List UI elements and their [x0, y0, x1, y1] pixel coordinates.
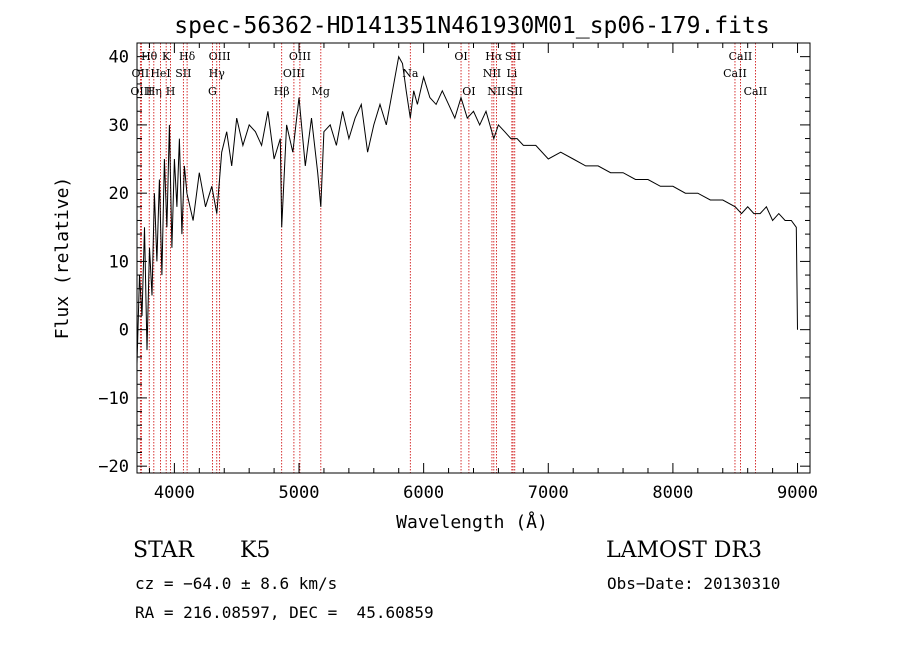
y-tick-label: 30	[109, 116, 129, 136]
x-tick-label: 7000	[528, 483, 569, 503]
line-marker-label: OIII	[130, 85, 152, 98]
y-tick-label: 0	[119, 321, 129, 341]
x-tick-label: 4000	[154, 483, 195, 503]
line-marker-label: OI	[454, 50, 467, 63]
line-marker-label: Li	[506, 67, 517, 80]
line-marker-label: CaII	[744, 85, 768, 98]
line-marker-label: OIII	[283, 67, 305, 80]
line-marker-label: Hα	[485, 50, 503, 63]
line-marker-label: HeI	[150, 67, 170, 80]
y-tick-label: 20	[109, 184, 129, 204]
line-marker-label: SII	[505, 50, 521, 63]
x-axis-label: Wavelength (Å)	[396, 511, 548, 533]
x-tick-label: 9000	[777, 483, 818, 503]
line-marker-label: H	[166, 85, 176, 98]
x-tick-label: 8000	[652, 483, 693, 503]
x-tick-label: 5000	[279, 483, 320, 503]
line-marker-label: OIII	[289, 50, 311, 63]
line-marker-label: NII	[487, 85, 505, 98]
y-tick-label: −10	[98, 389, 129, 409]
object-class: STAR	[133, 538, 194, 563]
line-marker-label: Hγ	[209, 67, 226, 80]
y-axis-label: Flux (relative)	[52, 177, 73, 340]
x-tick-label: 6000	[403, 483, 444, 503]
line-marker-label: Hδ	[179, 50, 196, 63]
y-tick-label: 10	[109, 252, 129, 272]
x-axis-ticks: 4000 5000 6000 7000 8000 9000	[148, 43, 818, 503]
line-marker-label: K	[162, 50, 171, 63]
line-marker-label: Mg	[312, 85, 330, 98]
y-tick-label: −20	[98, 457, 129, 477]
redshift-velocity: cz = −64.0 ± 8.6 km/s	[135, 574, 338, 593]
line-marker-label: SII	[507, 85, 523, 98]
line-marker-label: OIII	[209, 50, 231, 63]
line-marker-label: SII	[175, 67, 191, 80]
line-marker-label: G	[208, 85, 217, 98]
chart-title: spec-56362-HD141351N461930M01_sp06-179.f…	[174, 13, 769, 39]
line-marker-label: OI	[462, 85, 475, 98]
line-marker-label: CaII	[729, 50, 753, 63]
object-subclass: K5	[240, 538, 271, 563]
line-marker-label: NII	[483, 67, 501, 80]
line-marker-label: Hβ	[274, 85, 290, 98]
y-axis-ticks: −20 −10 0 10 20 30 40	[98, 42, 810, 477]
survey-name: LAMOST DR3	[606, 538, 762, 563]
line-marker-label: Hη	[146, 85, 162, 98]
spectrum-series-line	[136, 55, 798, 364]
plot-frame	[136, 42, 811, 474]
y-tick-label: 40	[109, 48, 129, 68]
observation-date: Obs−Date: 20130310	[607, 574, 781, 593]
line-marker-label: CaII	[723, 67, 747, 80]
coordinates: RA = 216.08597, DEC = 45.60859	[135, 603, 434, 622]
line-marker-label: Na	[402, 67, 419, 80]
line-marker-label: OII	[132, 67, 150, 80]
